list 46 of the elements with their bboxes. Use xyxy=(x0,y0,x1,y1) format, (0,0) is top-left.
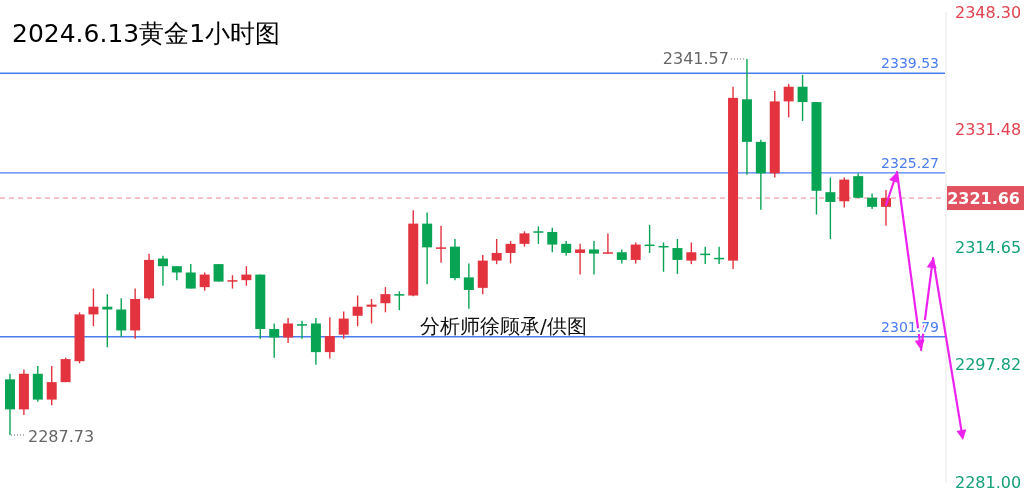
candlestick xyxy=(630,241,641,265)
candlestick xyxy=(547,227,558,253)
y-tick-label: 2314.65 xyxy=(955,237,1022,257)
candlestick xyxy=(88,287,99,327)
annotation: 2341.57 xyxy=(662,49,729,68)
candlestick xyxy=(825,176,836,240)
candlestick xyxy=(46,365,57,406)
candlestick xyxy=(839,176,850,209)
ref-line-label: 2325.27 xyxy=(881,154,939,171)
candlestick xyxy=(283,317,294,344)
candlestick xyxy=(672,238,683,275)
y-tick-label: 2297.82 xyxy=(955,355,1022,375)
candlestick xyxy=(297,319,307,340)
ref-line-label: 2321.66 xyxy=(947,188,1020,208)
chart-title: 2024.6.13黄金1小时图 xyxy=(12,19,281,48)
candlestick xyxy=(338,310,349,340)
candlestick xyxy=(436,225,447,264)
candlestick xyxy=(463,262,474,310)
candlestick xyxy=(380,286,391,313)
candlestick xyxy=(157,255,168,287)
candlestick xyxy=(324,316,335,360)
candlestick xyxy=(491,238,502,265)
candlestick xyxy=(185,263,196,290)
annotation: 分析师徐顾承/供图 xyxy=(420,314,587,338)
candlestick xyxy=(505,240,516,265)
candlestick xyxy=(686,241,697,265)
y-tick-label: 2281.00 xyxy=(955,472,1022,492)
annotation: 2287.73 xyxy=(28,427,95,446)
candlestick xyxy=(422,211,433,286)
candlestick xyxy=(269,322,280,359)
candlestick xyxy=(199,271,210,292)
candlestick xyxy=(602,232,613,255)
candlestick xyxy=(102,293,113,348)
candlestick xyxy=(352,294,363,327)
ref-line-label: 2339.53 xyxy=(881,55,939,72)
candlestick xyxy=(797,74,808,122)
candlestick xyxy=(116,297,127,338)
candlestick xyxy=(783,83,794,119)
candlestick xyxy=(589,240,599,276)
candlestick xyxy=(366,298,377,325)
y-tick-label: 2331.48 xyxy=(955,119,1022,139)
candlestick xyxy=(853,172,864,199)
y-tick-label: 2348.30 xyxy=(955,2,1022,22)
candlestick xyxy=(60,356,71,383)
candlestick xyxy=(394,290,405,311)
candlestick xyxy=(575,243,586,276)
